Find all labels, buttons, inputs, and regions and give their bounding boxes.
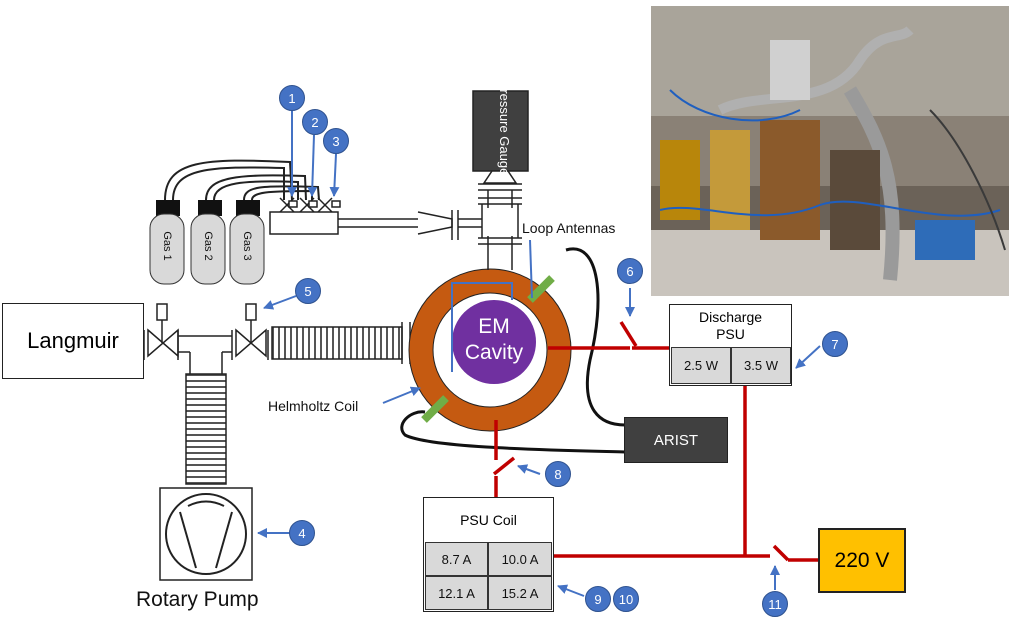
marker-11: 11: [762, 591, 788, 617]
coil-setting-12-1a: 12.1 A: [425, 576, 488, 610]
arist-label: ARIST: [653, 431, 699, 449]
gas-cylinders: [149, 200, 265, 285]
coil-setting-15-2a: 15.2 A: [488, 576, 552, 610]
voltage-source-box: 220 V: [818, 528, 906, 593]
rotary-pump-label: Rotary Pump: [136, 588, 259, 611]
coil-setting-10-0a: 10.0 A: [488, 542, 552, 576]
loop-antennas-label: Loop Antennas: [522, 220, 616, 236]
marker-9: 9: [585, 586, 611, 612]
gauge-line: [472, 90, 529, 262]
apparatus-photo: [651, 6, 1009, 296]
langmuir-label: Langmuir: [27, 328, 119, 353]
marker-1: 1: [279, 85, 305, 111]
em-cavity-assembly: [408, 262, 572, 432]
em-cavity-line-1: EM: [478, 315, 510, 338]
em-cavity-label: EM Cavity: [452, 314, 536, 366]
marker-6: 6: [617, 258, 643, 284]
discharge-setting-2-5w: 2.5 W: [671, 347, 731, 384]
discharge-psu-title-1: Discharge: [698, 309, 763, 325]
marker-2: 2: [302, 109, 328, 135]
em-cavity-line-2: Cavity: [464, 341, 524, 364]
pressure-gauge-label: Pressure Gauge: [497, 81, 512, 176]
arist-box: ARIST: [624, 417, 728, 463]
marker-8: 8: [545, 461, 571, 487]
marker-4: 4: [289, 520, 315, 546]
rotary-pump: [159, 487, 253, 581]
gas-2-label: Gas 2: [202, 231, 214, 261]
power-lines: [492, 321, 818, 562]
marker-7: 7: [822, 331, 848, 357]
marker-10: 10: [613, 586, 639, 612]
discharge-psu-title-2: PSU: [716, 326, 745, 342]
gas-tubes: [164, 159, 320, 201]
psu-coil-title: PSU Coil: [460, 512, 517, 528]
langmuir-plumbing: [143, 303, 430, 485]
gas-1-label: Gas 1: [161, 231, 173, 261]
langmuir-box: Langmuir: [2, 303, 144, 379]
marker-3: 3: [323, 128, 349, 154]
gas-manifold: [269, 197, 482, 240]
gas-3-label: Gas 3: [241, 231, 253, 261]
helmholtz-coil-label: Helmholtz Coil: [268, 398, 359, 414]
coil-setting-8-7a: 8.7 A: [425, 542, 488, 576]
cable: [400, 247, 626, 454]
voltage-label: 220 V: [834, 548, 890, 572]
marker-5: 5: [295, 278, 321, 304]
marker-arrows: [257, 110, 821, 597]
discharge-setting-3-5w: 3.5 W: [731, 347, 791, 384]
